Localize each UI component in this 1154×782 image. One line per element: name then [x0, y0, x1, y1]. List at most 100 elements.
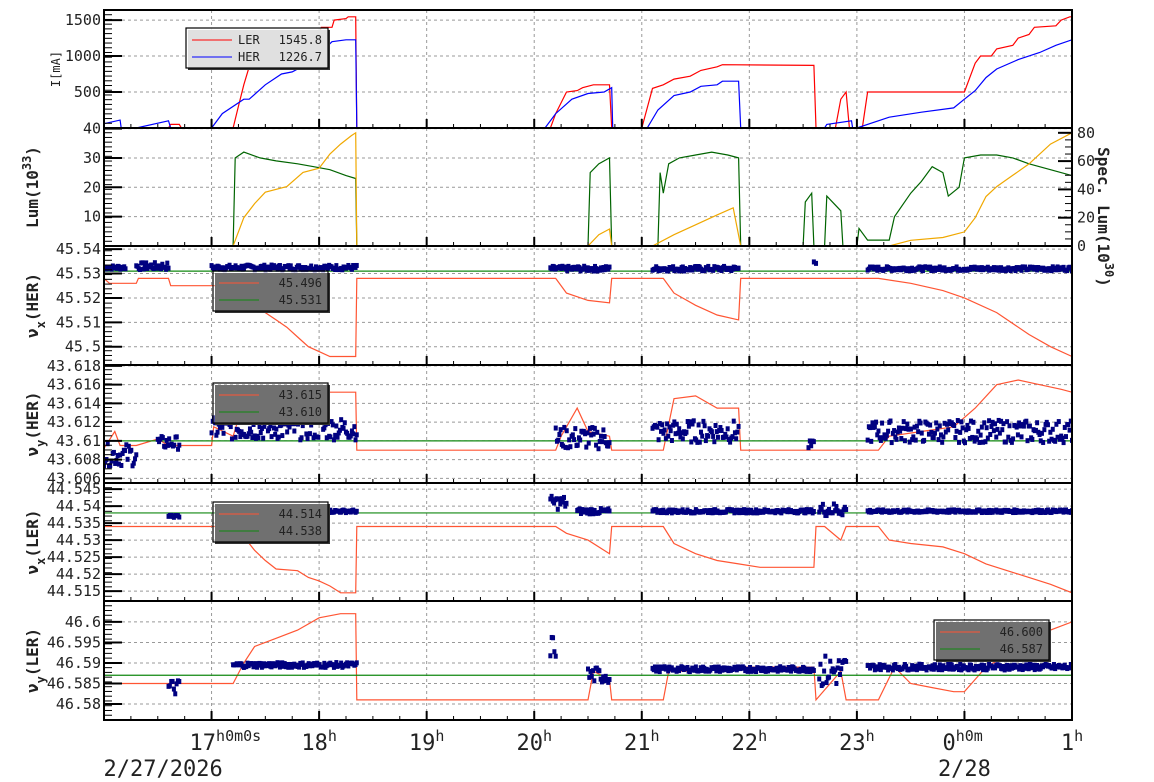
- data-point: [297, 263, 302, 269]
- data-point: [779, 510, 784, 516]
- data-point: [663, 436, 668, 442]
- data-point: [237, 428, 242, 434]
- y-label-main: ν: [23, 328, 42, 338]
- data-point: [1020, 667, 1025, 673]
- data-point: [1009, 439, 1014, 445]
- data-point: [281, 266, 286, 272]
- data-point: [937, 423, 942, 429]
- data-point: [606, 679, 611, 685]
- data-point: [279, 422, 284, 428]
- y-tick-label: 44.54: [56, 497, 101, 515]
- data-point: [818, 661, 823, 667]
- data-point: [253, 661, 258, 667]
- data-point: [931, 435, 936, 441]
- data-point: [668, 428, 673, 434]
- data-point: [901, 419, 906, 425]
- data-point: [1050, 426, 1055, 432]
- data-point: [833, 667, 838, 673]
- data-point: [563, 503, 568, 509]
- data-point: [1019, 267, 1024, 273]
- data-point: [869, 438, 874, 444]
- data-point: [715, 434, 720, 440]
- data-point: [754, 507, 759, 513]
- data-point: [600, 439, 605, 445]
- data-point: [660, 422, 665, 428]
- data-point: [947, 666, 952, 672]
- y2-tick-label: 40: [1077, 180, 1095, 198]
- y-axis-label: νy(HER): [23, 391, 48, 456]
- y2-label-tail: ): [1094, 277, 1113, 287]
- data-point: [311, 435, 316, 441]
- data-point: [607, 677, 612, 683]
- data-point: [985, 264, 990, 270]
- x-tick-hour: 17: [190, 731, 217, 756]
- data-point: [1035, 420, 1040, 426]
- y-label-sub: y: [34, 440, 48, 447]
- data-point: [994, 434, 999, 440]
- data-point: [562, 494, 567, 500]
- data-point: [985, 435, 990, 441]
- data-point: [246, 431, 251, 437]
- y2-axis-label: Spec. Lum(1030): [1094, 147, 1116, 287]
- data-point: [268, 266, 273, 272]
- data-point: [1007, 423, 1012, 429]
- data-point: [877, 662, 882, 668]
- data-point: [901, 664, 906, 670]
- panel-3: 45.5 45.51 45.52 45.53 45.54 νx(HER) 45.496 45.…: [23, 240, 1073, 366]
- data-point: [993, 421, 998, 427]
- data-point: [140, 260, 145, 266]
- data-point: [833, 508, 838, 514]
- y-tick-label: 44.53: [56, 531, 101, 549]
- data-point: [126, 443, 131, 449]
- data-point: [558, 427, 563, 433]
- data-point: [563, 444, 568, 450]
- y-axis-label: I[mA]: [49, 51, 63, 87]
- y-tick-label: 20: [83, 178, 101, 196]
- data-point: [702, 267, 707, 273]
- data-point: [144, 260, 149, 266]
- data-point: [955, 418, 960, 424]
- data-point: [918, 665, 923, 671]
- x-tick-unit: h: [866, 727, 875, 745]
- data-point: [591, 511, 596, 517]
- data-point: [165, 260, 170, 266]
- data-point: [875, 267, 880, 273]
- y-tick-label: 40: [83, 120, 101, 138]
- data-point: [321, 664, 326, 670]
- data-point: [573, 426, 578, 432]
- data-point: [333, 663, 338, 669]
- data-point: [104, 459, 108, 465]
- data-point: [936, 437, 941, 443]
- data-point: [876, 428, 881, 434]
- data-point: [659, 428, 664, 434]
- y-tick-label: 43.614: [47, 394, 101, 412]
- data-point: [802, 665, 807, 671]
- data-point: [305, 436, 310, 442]
- data-point: [702, 423, 707, 429]
- data-point: [285, 429, 290, 435]
- data-point: [324, 435, 329, 441]
- data-point: [151, 266, 156, 272]
- data-point: [1027, 423, 1032, 429]
- data-point: [559, 496, 564, 502]
- data-point: [333, 432, 338, 438]
- data-point: [607, 508, 612, 514]
- data-point: [565, 445, 570, 451]
- data-point: [548, 496, 553, 502]
- data-point: [811, 667, 816, 673]
- data-point: [722, 434, 727, 440]
- data-point: [844, 658, 849, 664]
- data-point: [282, 661, 287, 667]
- x-tick-label: 22h: [732, 727, 768, 756]
- data-point: [919, 662, 924, 668]
- x-tick-unit: h: [543, 727, 552, 745]
- data-point: [696, 422, 701, 428]
- x-date-label: 2/28: [938, 757, 991, 782]
- data-point: [965, 422, 970, 428]
- data-point: [584, 267, 589, 273]
- data-point: [286, 263, 291, 269]
- data-point: [688, 419, 693, 425]
- data-point: [220, 424, 225, 430]
- data-point: [261, 435, 266, 441]
- data-point: [823, 653, 828, 659]
